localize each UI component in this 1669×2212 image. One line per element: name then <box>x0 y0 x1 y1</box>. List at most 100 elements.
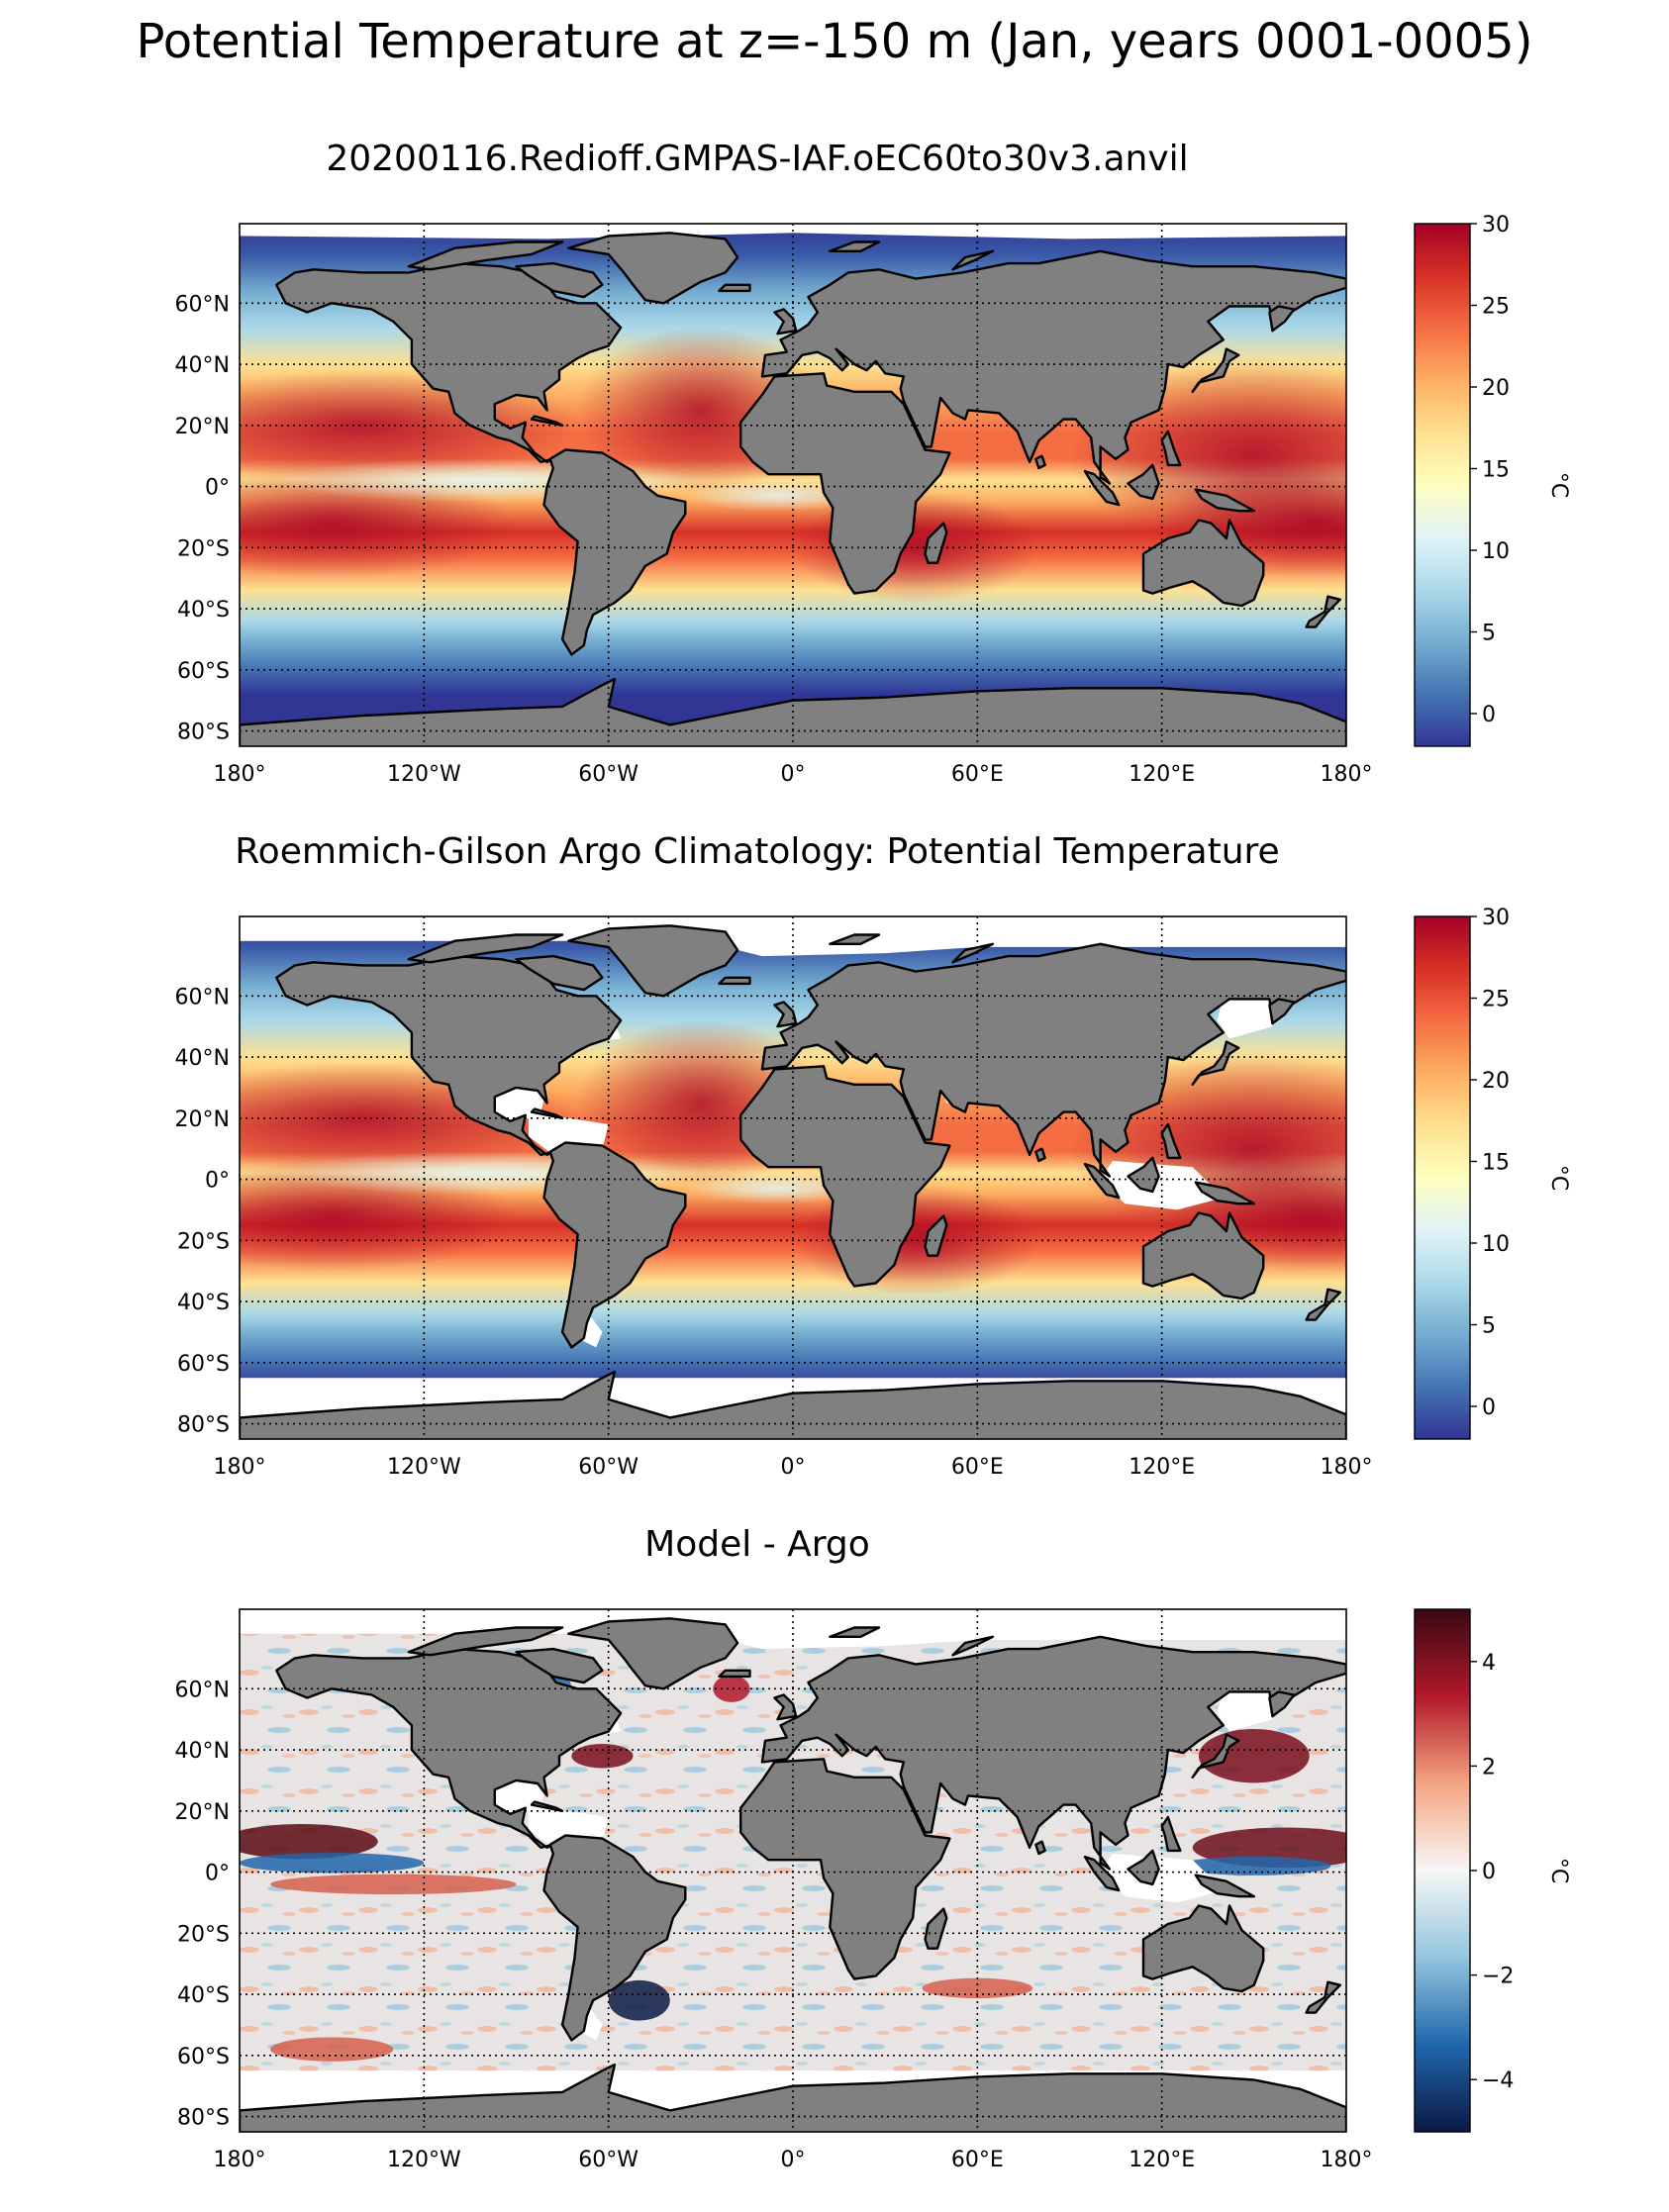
map-panel-3: 180° 120°W 60°W 0° 60°E 120°E 180° 60°N 40°N 20°N… <box>175 1608 1571 2172</box>
land-australia <box>1141 519 1265 608</box>
x-tick-label: 180° <box>1321 762 1373 787</box>
map-frame <box>239 1608 1347 2133</box>
land-new-guinea <box>1194 488 1255 513</box>
x-tick-label: 60°E <box>951 1455 1004 1480</box>
anomaly-feature <box>270 1874 517 1895</box>
no-data-argo-arctic <box>240 1609 1346 1650</box>
land-canadian-arctic <box>407 1626 564 1657</box>
colorbar <box>1414 915 1471 1440</box>
land-africa <box>739 1758 951 1980</box>
y-tick-label: 80°S <box>177 721 230 745</box>
y-tick-label: 40°N <box>175 1739 230 1764</box>
x-tick-label: 60°W <box>578 762 638 787</box>
y-tick-label: 60°N <box>175 1678 230 1702</box>
land-madagascar <box>924 1907 948 1950</box>
x-tick-label: 120°W <box>387 1455 461 1480</box>
anomaly-feature <box>240 1824 378 1860</box>
x-tick-label: 0° <box>781 762 806 787</box>
y-tick-label: 40°S <box>177 1983 230 2008</box>
no-data-argo-okhotsk <box>1217 1688 1273 1732</box>
land-new-zealand <box>1305 595 1341 628</box>
land-new-guinea <box>1194 1181 1255 1205</box>
panel-title-diff: Model - Argo <box>644 1524 870 1565</box>
land-new-zealand <box>1305 1980 1341 2014</box>
colorbar-tick-label: 0 <box>1482 1395 1496 1420</box>
y-tick-label: 20°S <box>177 1922 230 1947</box>
colorbar-label: °C <box>1546 472 1571 498</box>
land-antarctica <box>240 2063 1346 2132</box>
land-iceland <box>718 976 751 986</box>
land-cuba <box>530 1800 564 1812</box>
land-madagascar <box>924 1214 948 1257</box>
land-eurasia <box>760 1635 1346 1871</box>
land-canadian-arctic <box>407 933 564 964</box>
x-tick-label: 120°E <box>1129 762 1195 787</box>
land-novaya-zemlya <box>951 1635 995 1657</box>
colorbar-tick-label: 15 <box>1482 1151 1510 1176</box>
land-svalbard <box>829 1626 881 1638</box>
land-sumatra <box>1083 1162 1121 1200</box>
land-africa <box>739 1065 951 1288</box>
colorbar-tick-label: 4 <box>1482 1651 1496 1676</box>
colorbar-tick-label: 10 <box>1482 539 1510 564</box>
x-tick-label: 120°W <box>387 2148 461 2172</box>
anomaly-feature <box>713 1675 750 1702</box>
colorbar-tick-label: −2 <box>1482 1965 1514 1989</box>
y-tick-label: 0° <box>205 1169 230 1194</box>
y-tick-label: 40°N <box>175 1046 230 1071</box>
land-borneo <box>1127 463 1160 501</box>
colorbar-tick-label: 30 <box>1482 213 1510 238</box>
figure-title: Potential Temperature at z=-150 m (Jan, … <box>136 14 1533 69</box>
y-tick-label: 80°S <box>177 2106 230 2131</box>
x-tick-label: 120°E <box>1129 2148 1195 2172</box>
colorbar-label: °C <box>1546 1165 1571 1191</box>
land-greenland <box>567 232 739 305</box>
colorbar-tick-label: 25 <box>1482 988 1510 1012</box>
colorbar-tick-label: 5 <box>1482 622 1496 646</box>
land-borneo <box>1127 1156 1160 1194</box>
x-tick-label: 180° <box>214 2148 266 2172</box>
x-tick-label: 120°E <box>1129 1455 1195 1480</box>
land-novaya-zemlya <box>951 249 995 271</box>
colorbar <box>1414 223 1471 747</box>
land-sumatra <box>1083 469 1121 507</box>
colorbar-label: °C <box>1546 1858 1571 1883</box>
land-greenland <box>567 1617 739 1690</box>
y-tick-label: 20°N <box>175 1800 230 1825</box>
land-cuba <box>530 415 564 427</box>
x-tick-label: 60°E <box>951 762 1004 787</box>
land-japan <box>1191 347 1240 393</box>
y-tick-label: 20°S <box>177 1229 230 1254</box>
y-tick-label: 60°S <box>177 2045 230 2069</box>
land-madagascar <box>924 522 948 564</box>
x-tick-label: 180° <box>1321 1455 1373 1480</box>
land-borneo <box>1127 1849 1160 1886</box>
land-iceland <box>718 1669 751 1679</box>
land-japan <box>1191 1733 1240 1779</box>
x-tick-label: 0° <box>781 1455 806 1480</box>
land-baffin <box>515 261 604 299</box>
panel-title-argo: Roemmich-Gilson Argo Climatology: Potent… <box>235 831 1280 872</box>
colorbar-tick-label: 15 <box>1482 458 1510 483</box>
no-data-argo-okhotsk <box>1217 996 1273 1039</box>
x-tick-label: 120°W <box>387 762 461 787</box>
land-philippines <box>1160 1815 1182 1853</box>
land-eurasia <box>760 942 1346 1178</box>
land-japan <box>1191 1040 1240 1086</box>
y-tick-label: 80°S <box>177 1413 230 1438</box>
land-novaya-zemlya <box>951 942 995 964</box>
y-tick-label: 40°S <box>177 598 230 623</box>
x-tick-label: 60°W <box>578 1455 638 1480</box>
y-tick-label: 20°N <box>175 415 230 439</box>
land-africa <box>739 372 951 595</box>
y-tick-label: 0° <box>205 1862 230 1886</box>
anomaly-feature <box>1177 1856 1331 1875</box>
land-svalbard <box>829 240 881 252</box>
y-tick-label: 60°N <box>175 985 230 1010</box>
land-greenland <box>567 924 739 998</box>
y-tick-label: 20°N <box>175 1107 230 1132</box>
y-tick-label: 40°N <box>175 353 230 378</box>
anomaly-feature <box>608 1979 670 2021</box>
colorbar <box>1414 1608 1471 2133</box>
